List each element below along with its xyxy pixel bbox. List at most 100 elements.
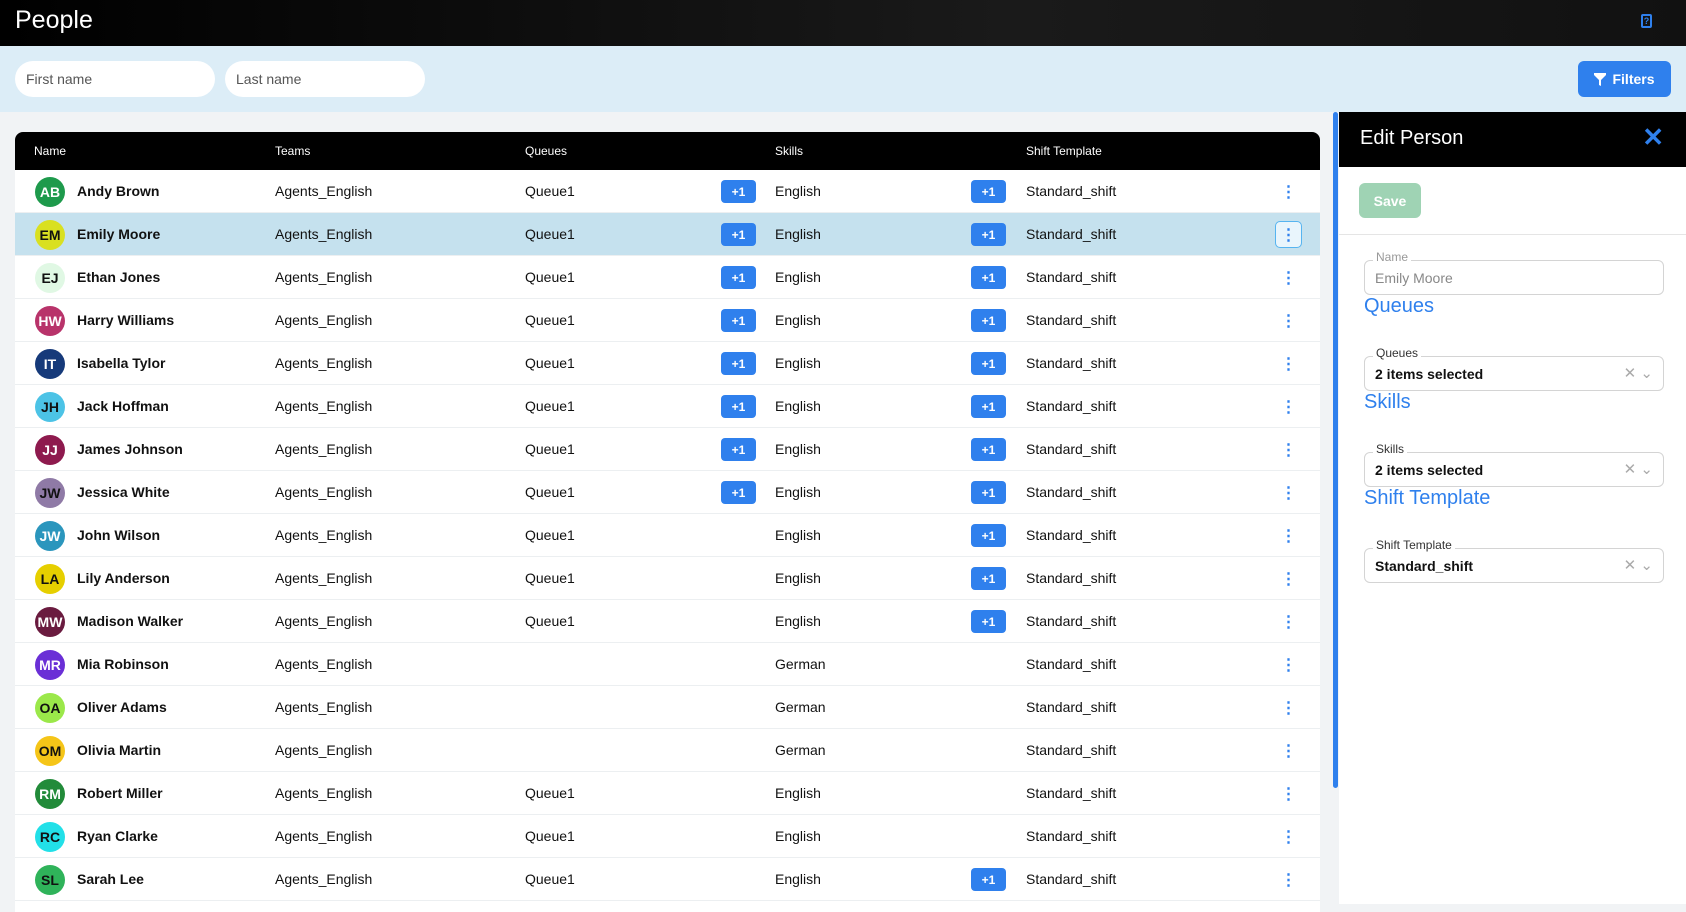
skill-more-badge[interactable]: +1	[971, 481, 1006, 504]
skills-select[interactable]: Skills 2 items selected ✕ ⌄	[1364, 442, 1664, 487]
shift-template-select[interactable]: Shift Template Standard_shift ✕ ⌄	[1364, 538, 1664, 583]
shift-template-cell: Standard_shift	[1026, 742, 1117, 758]
skill-more-badge[interactable]: +1	[971, 610, 1006, 633]
more-actions-icon[interactable]: ⋮	[1280, 527, 1297, 545]
skill-more-badge[interactable]: +1	[971, 438, 1006, 461]
table-row[interactable]: RM Robert Miller Agents_English Queue1 Eng…	[15, 772, 1320, 815]
table-row[interactable]: OA Oliver Adams Agents_English German Stan…	[15, 686, 1320, 729]
team-cell: Agents_English	[275, 398, 373, 414]
more-actions-icon[interactable]: ⋮	[1275, 221, 1302, 248]
skill-cell: English	[775, 828, 821, 844]
more-actions-icon[interactable]: ⋮	[1280, 398, 1297, 416]
skill-more-badge[interactable]: +1	[971, 567, 1006, 590]
save-button[interactable]: Save	[1359, 183, 1421, 218]
table-row[interactable]: MR Mia Robinson Agents_English German Stan…	[15, 643, 1320, 686]
table-row[interactable]: SL Sarah Lee Agents_English Queue1 English…	[15, 858, 1320, 901]
queues-select[interactable]: Queues 2 items selected ✕ ⌄	[1364, 346, 1664, 391]
queue-more-badge[interactable]: +1	[721, 266, 756, 289]
table-row[interactable]: IT Isabella Tylor Agents_English Queue1 +1…	[15, 342, 1320, 385]
table-row[interactable]: RC Ryan Clarke Agents_English Queue1 Engli…	[15, 815, 1320, 858]
column-header-skills[interactable]: Skills	[775, 144, 804, 158]
skill-more-badge[interactable]: +1	[971, 524, 1006, 547]
table-row[interactable]: AB Andy Brown Agents_English Queue1 +1 Engl…	[15, 170, 1320, 213]
skill-more-badge[interactable]: +1	[971, 309, 1006, 332]
table-row[interactable]: JW Jessica White Agents_English Queue1 +1 E…	[15, 471, 1320, 514]
skill-more-badge[interactable]: +1	[971, 395, 1006, 418]
person-name: Oliver Adams	[77, 699, 167, 715]
skill-more-badge[interactable]: +1	[971, 868, 1006, 891]
table-row[interactable]: JH Jack Hoffman Agents_English Queue1 +1 En…	[15, 385, 1320, 428]
chevron-down-icon[interactable]: ⌄	[1640, 365, 1653, 382]
queue-more-badge[interactable]: +1	[721, 395, 756, 418]
queue-more-badge[interactable]: +1	[721, 481, 756, 504]
table-row[interactable]: JJ James Johnson Agents_English Queue1 +1 E…	[15, 428, 1320, 471]
skills-heading: Skills	[1364, 391, 1411, 413]
skill-cell: English	[775, 269, 821, 285]
last-name-input[interactable]	[225, 61, 425, 97]
skills-value: 2 items selected	[1375, 462, 1484, 478]
more-actions-icon[interactable]: ⋮	[1280, 484, 1297, 502]
column-header-teams[interactable]: Teams	[275, 144, 311, 158]
more-actions-icon[interactable]: ⋮	[1280, 871, 1297, 889]
queue-more-badge[interactable]: +1	[721, 438, 756, 461]
clear-icon[interactable]: ✕	[1623, 365, 1637, 382]
table-row[interactable]: MW Madison Walker Agents_English Queue1 En…	[15, 600, 1320, 643]
table-row[interactable]: EM Emily Moore Agents_English Queue1 +1 Eng…	[15, 213, 1320, 256]
column-header-shift-template[interactable]: Shift Template	[1026, 144, 1102, 158]
shift-template-cell: Standard_shift	[1026, 570, 1117, 586]
chevron-down-icon[interactable]: ⌄	[1640, 557, 1653, 574]
clear-icon[interactable]: ✕	[1623, 461, 1637, 478]
help-icon[interactable]: ?	[1641, 14, 1652, 28]
close-icon[interactable]: ✕	[1642, 122, 1664, 152]
more-actions-icon[interactable]: ⋮	[1280, 656, 1297, 674]
table-row[interactable]: JW John Wilson Agents_English Queue1 Engli…	[15, 514, 1320, 557]
clear-icon[interactable]: ✕	[1623, 557, 1637, 574]
avatar: MW	[35, 607, 65, 637]
first-name-input[interactable]	[15, 61, 215, 97]
avatar: JH	[35, 392, 65, 422]
table-row[interactable]: LA Lily Anderson Agents_English Queue1 Eng…	[15, 557, 1320, 600]
skill-more-badge[interactable]: +1	[971, 223, 1006, 246]
more-actions-icon[interactable]: ⋮	[1280, 355, 1297, 373]
more-actions-icon[interactable]: ⋮	[1280, 785, 1297, 803]
page-title: People	[15, 6, 93, 34]
table-row[interactable]: HW Harry Williams Agents_English Queue1 +1…	[15, 299, 1320, 342]
more-actions-icon[interactable]: ⋮	[1280, 269, 1297, 287]
more-actions-icon[interactable]: ⋮	[1280, 441, 1297, 459]
more-actions-icon[interactable]: ⋮	[1280, 828, 1297, 846]
table-row[interactable]: EJ Ethan Jones Agents_English Queue1 +1 Eng…	[15, 256, 1320, 299]
chevron-down-icon[interactable]: ⌄	[1640, 461, 1653, 478]
avatar: EJ	[35, 263, 65, 293]
person-name: Olivia Martin	[77, 742, 162, 758]
more-actions-icon[interactable]: ⋮	[1280, 699, 1297, 717]
more-actions-icon[interactable]: ⋮	[1280, 183, 1297, 201]
person-name: Jack Hoffman	[77, 398, 169, 414]
more-actions-icon[interactable]: ⋮	[1280, 570, 1297, 588]
skill-more-badge[interactable]: +1	[971, 352, 1006, 375]
panel-scrollbar[interactable]	[1333, 112, 1338, 788]
queue-cell: Queue1	[525, 269, 575, 285]
avatar: RC	[35, 822, 65, 852]
skill-more-badge[interactable]: +1	[971, 180, 1006, 203]
team-cell: Agents_English	[275, 269, 373, 285]
search-toolbar: Filters	[0, 46, 1686, 112]
more-actions-icon[interactable]: ⋮	[1280, 742, 1297, 760]
queue-more-badge[interactable]: +1	[721, 223, 756, 246]
column-header-queues[interactable]: Queues	[525, 144, 568, 158]
queue-more-badge[interactable]: +1	[721, 352, 756, 375]
more-actions-icon[interactable]: ⋮	[1280, 312, 1297, 330]
table-row[interactable]: OM Olivia Martin Agents_English German Sta…	[15, 729, 1320, 772]
name-field[interactable]: Name Emily Moore	[1364, 250, 1664, 295]
filters-button[interactable]: Filters	[1578, 61, 1671, 97]
avatar: JW	[35, 478, 65, 508]
queue-cell: Queue1	[525, 785, 575, 801]
more-actions-icon[interactable]: ⋮	[1280, 613, 1297, 631]
avatar: OA	[35, 693, 65, 723]
avatar: SL	[35, 865, 65, 895]
queue-more-badge[interactable]: +1	[721, 309, 756, 332]
column-header-name[interactable]: Name	[34, 144, 67, 158]
avatar: JJ	[35, 435, 65, 465]
skill-more-badge[interactable]: +1	[971, 266, 1006, 289]
queue-more-badge[interactable]: +1	[721, 180, 756, 203]
shift-template-cell: Standard_shift	[1026, 355, 1117, 371]
